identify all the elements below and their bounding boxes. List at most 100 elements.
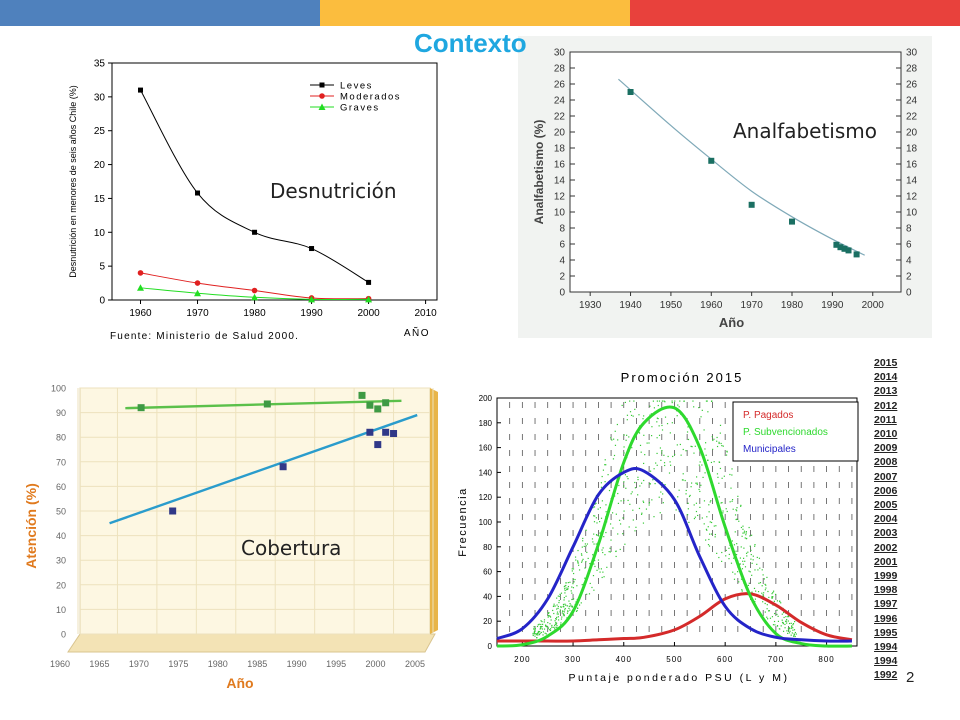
noise-dot	[572, 572, 575, 575]
noise-dot	[625, 487, 627, 489]
noise-dot	[718, 556, 720, 559]
noise-dot	[652, 400, 654, 402]
noise-dot	[557, 607, 559, 610]
noise-dot	[564, 603, 566, 605]
top-bar-yellow	[320, 0, 630, 26]
noise-dot	[777, 620, 780, 622]
noise-dot	[669, 432, 671, 434]
noise-dot	[706, 516, 708, 518]
noise-dot	[786, 622, 788, 624]
noise-dot	[557, 595, 559, 597]
top-bar-red	[630, 0, 960, 26]
noise-dot	[556, 597, 558, 599]
year-item: 1998	[874, 584, 898, 597]
noise-dot	[549, 615, 551, 617]
noise-dot	[555, 622, 558, 624]
noise-dot	[794, 635, 796, 638]
noise-dot	[695, 502, 698, 504]
noise-dot	[701, 517, 703, 519]
noise-dot	[703, 429, 705, 431]
noise-dot	[651, 426, 653, 428]
data-point	[137, 270, 144, 276]
year-item: 2011	[874, 413, 897, 426]
noise-dot	[708, 545, 711, 547]
noise-dot	[637, 478, 639, 481]
noise-dot	[697, 514, 699, 517]
noise-dot	[787, 628, 789, 630]
noise-dot	[771, 597, 773, 599]
x-tick-label: 1970	[186, 308, 209, 319]
noise-dot	[593, 506, 596, 508]
noise-dot	[712, 448, 714, 450]
noise-dot	[639, 444, 642, 447]
noise-dot	[580, 553, 583, 555]
noise-dot	[628, 436, 630, 438]
noise-dot	[781, 613, 783, 615]
noise-dot	[582, 537, 584, 540]
y-tick-label: 10	[554, 208, 566, 219]
noise-dot	[538, 633, 541, 636]
noise-dot	[557, 616, 559, 618]
noise-dot	[780, 602, 782, 604]
noise-dot	[679, 400, 681, 402]
noise-dot	[552, 626, 554, 628]
noise-dot	[581, 554, 583, 556]
noise-dot	[740, 504, 742, 506]
noise-dot	[556, 604, 558, 606]
noise-dot	[623, 481, 625, 483]
noise-dot	[658, 496, 660, 498]
noise-dot	[568, 600, 570, 602]
x-tick-label: 1960	[50, 659, 70, 669]
noise-dot	[722, 512, 724, 514]
noise-dot	[660, 491, 662, 493]
data-point	[382, 428, 390, 436]
y-tick-label: 26	[554, 80, 566, 91]
chart-floor	[67, 633, 436, 653]
noise-dot	[640, 513, 643, 515]
noise-dot	[690, 445, 692, 447]
noise-dot	[773, 612, 776, 615]
noise-dot	[749, 571, 751, 573]
noise-dot	[701, 464, 703, 466]
x-tick-label: 2000	[366, 659, 386, 669]
year-item: 2014	[874, 371, 898, 384]
noise-dot	[730, 487, 732, 489]
noise-dot	[678, 489, 680, 491]
noise-dot	[634, 530, 636, 532]
noise-dot	[569, 609, 571, 611]
noise-dot	[563, 615, 565, 617]
x-tick-label: 2000	[357, 308, 380, 319]
noise-dot	[656, 464, 658, 466]
x-tick-label: 1965	[89, 659, 109, 669]
noise-dot	[574, 556, 577, 558]
noise-dot	[633, 400, 635, 402]
y-tick-label: 140	[479, 468, 493, 477]
noise-dot	[756, 556, 758, 559]
x-tick-label: 1960	[700, 300, 723, 311]
noise-dot	[722, 510, 724, 512]
noise-dot	[619, 548, 621, 551]
noise-dot	[610, 437, 612, 439]
y-tick-label: 4	[559, 256, 565, 267]
noise-dot	[537, 624, 539, 626]
noise-dot	[704, 472, 706, 474]
noise-dot	[690, 486, 692, 488]
noise-dot	[707, 544, 710, 546]
noise-dot	[744, 560, 746, 562]
noise-dot	[601, 576, 603, 579]
noise-dot	[629, 411, 632, 413]
noise-dot	[754, 569, 756, 571]
noise-dot	[718, 461, 720, 463]
noise-dot	[790, 622, 792, 624]
noise-dot	[664, 464, 666, 467]
noise-dot	[698, 488, 700, 491]
noise-dot	[621, 404, 623, 407]
noise-dot	[560, 606, 562, 608]
noise-dot	[696, 483, 698, 486]
noise-dot	[592, 574, 595, 577]
noise-dot	[532, 628, 535, 630]
page-number: 2	[906, 669, 915, 686]
noise-dot	[549, 629, 552, 632]
noise-dot	[669, 464, 672, 466]
noise-dot	[572, 578, 575, 580]
